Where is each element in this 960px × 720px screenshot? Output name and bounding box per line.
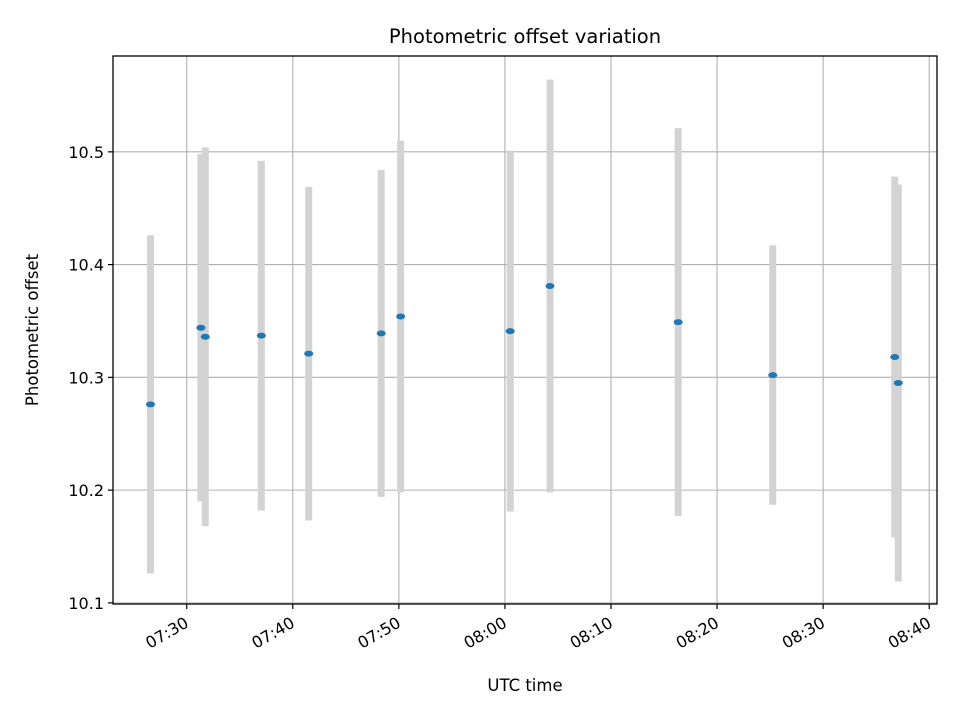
y-tick-label: 10.1 (68, 594, 104, 613)
data-point (890, 354, 900, 361)
x-axis-label: UTC time (487, 676, 562, 695)
data-point (256, 332, 266, 339)
y-tick-label: 10.3 (68, 368, 104, 387)
y-tick-label: 10.4 (68, 256, 104, 275)
y-tick-label: 10.5 (68, 143, 104, 162)
data-point (304, 350, 314, 357)
data-point (768, 372, 778, 379)
data-point (505, 328, 515, 335)
y-axis-ticks: 10.1 10.2 10.3 10.4 10.5 (68, 143, 113, 613)
data-point (196, 324, 206, 331)
chart-title: Photometric offset variation (389, 25, 661, 48)
data-point (376, 330, 386, 337)
plot-frame (112, 55, 938, 605)
y-tick-label: 10.2 (68, 481, 104, 500)
y-axis-label: Photometric offset (23, 253, 42, 406)
data-point (545, 283, 555, 290)
data-point (396, 313, 406, 320)
data-point (200, 333, 210, 340)
data-point (893, 379, 903, 386)
data-points (145, 283, 903, 408)
plot-area (113, 56, 937, 604)
data-point (145, 401, 155, 408)
data-point (673, 319, 683, 326)
